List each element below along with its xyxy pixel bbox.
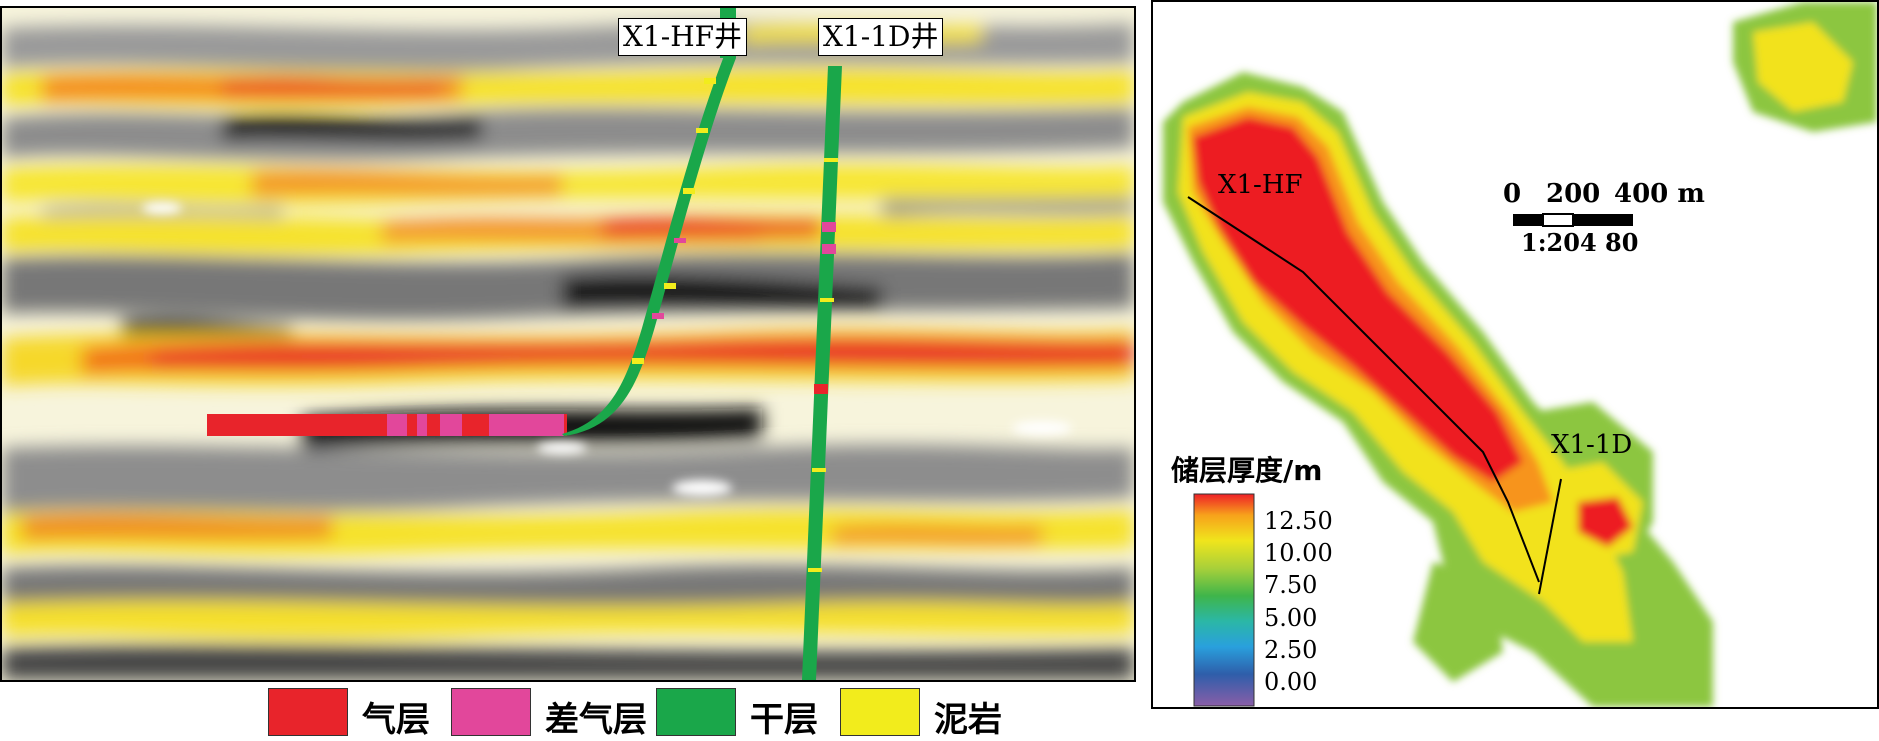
colorbar-tick: 5.00 [1264, 604, 1318, 632]
colorbar-tick: 10.00 [1264, 539, 1333, 567]
colorbar-tick: 12.50 [1264, 507, 1333, 535]
colorbar-tick: 2.50 [1264, 636, 1318, 664]
thickness-map-panel: X1-HF X1-1D 0 200 400 m 1:204 80 储层厚度/m … [1151, 0, 1879, 709]
legend-swatch [840, 688, 920, 736]
x1-hf-well-path [1187, 196, 1540, 583]
colorbar-title: 储层厚度/m [1171, 454, 1323, 487]
colorbar-tick: 0.00 [1264, 668, 1318, 696]
legend-swatch [451, 688, 531, 736]
well-label-x1-hf: X1-HF井 [618, 18, 748, 56]
x1-1d-well-path [1538, 478, 1562, 595]
scale-tick-400: 400 m [1614, 179, 1705, 209]
legend-swatch [656, 688, 736, 736]
scale-ratio: 1:204 80 [1521, 228, 1639, 257]
colorbar [1193, 493, 1255, 707]
well-label-x1-1d: X1-1D井 [818, 18, 944, 56]
map-label-x1-hf: X1-HF [1218, 170, 1303, 200]
x1-1d-well-trajectory [802, 66, 842, 680]
legend-label: 泥岩 [934, 700, 1002, 740]
colorbar-tick: 7.50 [1264, 571, 1318, 599]
scale-bar [1513, 213, 1633, 227]
legend-label: 干层 [750, 700, 818, 740]
map-label-x1-1d: X1-1D [1551, 430, 1633, 460]
scale-tick-0: 0 [1503, 179, 1522, 209]
legend-swatch [268, 688, 348, 736]
lithology-legend: 气层 差气层 干层 泥岩 [268, 688, 1028, 740]
seismic-section [2, 8, 1134, 680]
legend-label: 气层 [362, 700, 430, 740]
seismic-section-panel: X1-HF井 X1-1D井 [0, 6, 1136, 682]
legend-label: 差气层 [545, 700, 647, 740]
scale-tick-200: 200 [1546, 179, 1601, 209]
thickness-map [1163, 2, 1877, 707]
